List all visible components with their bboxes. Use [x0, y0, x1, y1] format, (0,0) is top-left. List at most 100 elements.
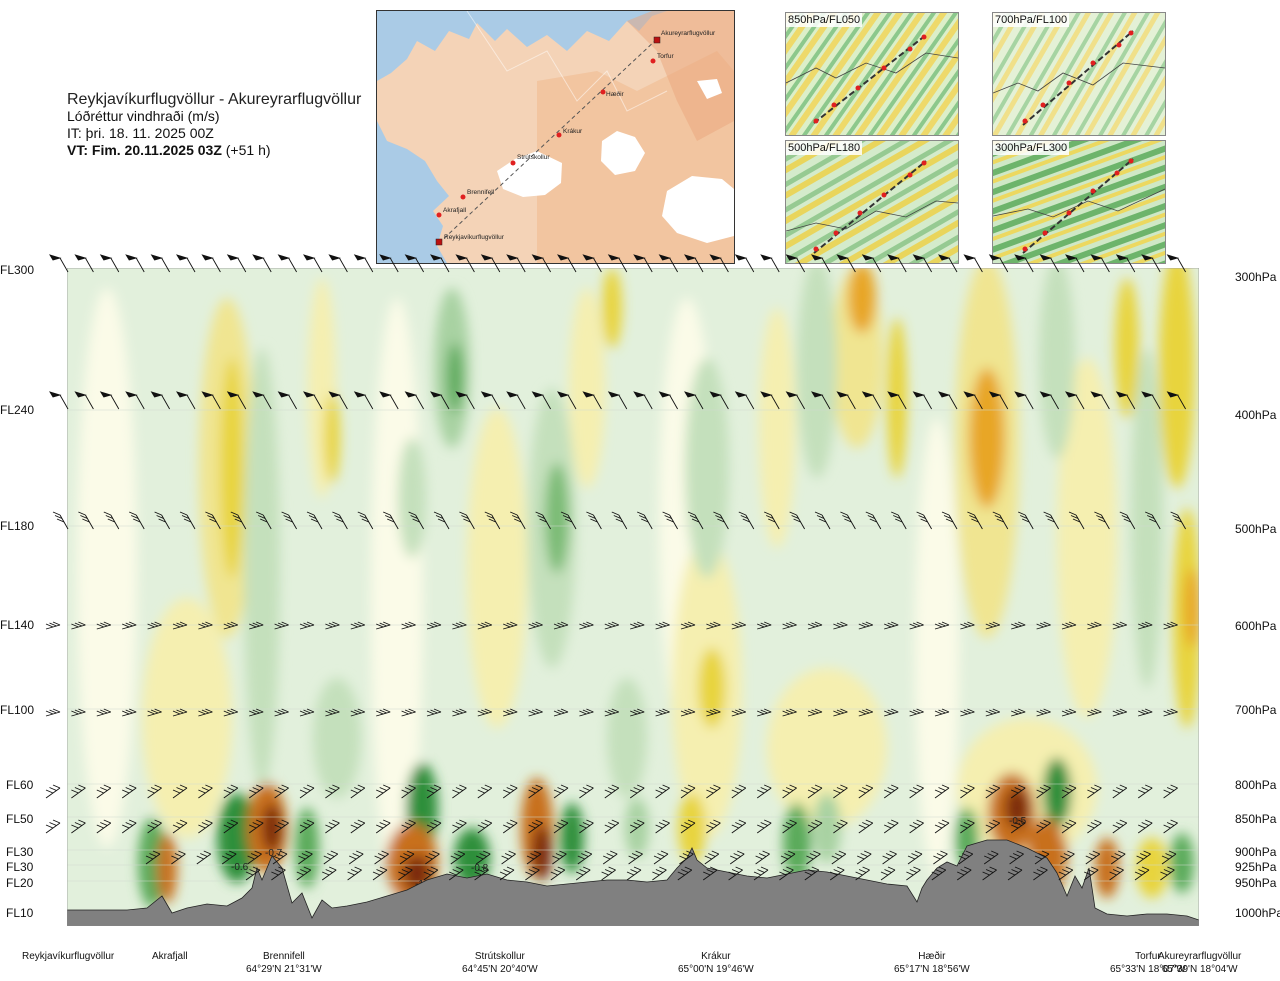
wind-barb-feather: [664, 515, 672, 519]
wind-barb-feather: [103, 819, 111, 824]
level-map-850[interactable]: 850hPa/FL050: [785, 12, 959, 136]
wind-barb-feather: [512, 515, 520, 519]
wind-barb-feather: [56, 518, 65, 523]
wind-barb-feather: [350, 623, 358, 628]
wind-barb-pennant: [404, 254, 418, 261]
wind-barb-feather: [456, 866, 464, 871]
wind-barb-feather: [844, 518, 852, 523]
wind-barb-feather: [150, 709, 159, 714]
wind-barb-feather: [201, 787, 210, 791]
wind-barb-feather: [960, 710, 968, 715]
level-map-300[interactable]: 300hPa/FL300: [992, 140, 1166, 264]
wind-barb-feather: [171, 855, 179, 860]
wind-barb-feather: [785, 709, 794, 714]
wind-barb-feather: [404, 787, 413, 791]
wind-barb-feather: [258, 515, 266, 519]
wind-barb-feather: [96, 623, 104, 628]
wind-barb-feather: [483, 850, 491, 855]
wind-barb-pennant: [1115, 391, 1129, 398]
wind-barb-feather: [484, 819, 492, 824]
wind-barb-feather: [992, 708, 1000, 713]
wind-barb-feather: [405, 866, 413, 871]
wind-barb-feather: [455, 622, 464, 627]
wind-barb-feather: [100, 822, 108, 826]
wind-barb-feather: [560, 511, 569, 516]
wind-barb-feather: [764, 819, 772, 824]
wind-barb-feather: [562, 515, 571, 519]
wind-barb-feather: [1170, 819, 1178, 824]
wind-barb-feather: [960, 623, 968, 628]
wind-barb-feather: [74, 709, 83, 714]
wind-barb-feather: [615, 518, 623, 523]
wind-barb-feather: [425, 855, 433, 860]
wind-barb-feather: [809, 853, 818, 857]
wind-barb-pennant: [607, 391, 621, 398]
wind-barb-feather: [357, 511, 365, 516]
wind-barb-feather: [205, 784, 213, 789]
wind-barb-feather: [172, 789, 181, 794]
wind-barb-feather: [125, 822, 133, 826]
wind-barb-feather: [274, 789, 282, 794]
wind-barb-feather: [1041, 850, 1050, 855]
wind-barb-feather: [713, 819, 721, 824]
wind-barb-feather: [506, 709, 514, 714]
wind-barb-feather: [1094, 819, 1102, 824]
fl-label: FL240: [0, 403, 35, 417]
wind-barb-feather: [383, 511, 391, 516]
wind-barb-feather: [687, 511, 696, 516]
wind-barb-feather: [608, 822, 616, 826]
wind-barb-feather: [230, 708, 238, 713]
wind-barb-feather: [45, 623, 54, 628]
level-map-label: 500hPa/FL180: [786, 141, 863, 155]
wind-barb-feather: [1065, 787, 1073, 791]
wind-barb: [770, 394, 780, 410]
wind-barb-feather: [630, 789, 638, 794]
wind-barb-feather: [703, 871, 711, 876]
wind-barb-feather: [150, 787, 159, 791]
wind-barb-feather: [52, 511, 61, 516]
wind-barb-feather: [376, 824, 384, 829]
wind-barb-feather: [764, 784, 772, 789]
wind-barb-feather: [209, 518, 217, 523]
wind-barb-feather: [557, 787, 565, 791]
wind-barb-feather: [637, 621, 645, 626]
wind-barb-feather: [1018, 621, 1026, 626]
wind-barb-feather: [936, 853, 945, 857]
wind-barb-feather: [713, 708, 721, 713]
wind-barb-feather: [1084, 871, 1092, 876]
wind-barb-feather: [299, 710, 308, 715]
wind-barb-feather: [709, 787, 718, 791]
wind-barb-feather: [385, 515, 393, 519]
wind-barb-feather: [450, 855, 458, 860]
wind-barb-feather: [662, 511, 670, 516]
wind-barb-feather: [504, 853, 513, 857]
level-map-500[interactable]: 500hPa/FL180: [785, 140, 959, 264]
wind-barb-feather: [860, 853, 868, 857]
wind-barb-pennant: [1039, 391, 1053, 398]
wind-barb-feather: [865, 784, 873, 789]
wind-barb-pennant: [734, 391, 748, 398]
wind-barb-feather: [604, 824, 612, 829]
wind-barb-feather: [508, 850, 516, 855]
wind-barb-feather: [230, 621, 238, 626]
wind-barb-feather: [1119, 819, 1127, 824]
wind-barb-feather: [836, 622, 845, 627]
wind-barb-feather: [277, 822, 286, 826]
waypoint-name: Torfur: [1135, 951, 1161, 962]
level-map-700[interactable]: 700hPa/FL100: [992, 12, 1166, 136]
wind-barb-pennant: [836, 254, 850, 261]
wind-barb-feather: [782, 869, 791, 873]
wind-barb-feather: [992, 819, 1000, 824]
wind-barb-feather: [608, 866, 616, 871]
wind-barb-feather: [477, 789, 485, 794]
wind-barb-feather: [784, 853, 792, 857]
wind-barb-feather: [506, 822, 514, 826]
wind-barb: [262, 257, 272, 273]
wind-barb-feather: [45, 710, 54, 715]
wind-barb-feather: [306, 621, 315, 626]
wind-barb-feather: [934, 623, 943, 628]
wind-barb-feather: [408, 708, 416, 713]
wind-barb-feather: [404, 822, 413, 826]
wind-barb-feather: [738, 784, 746, 789]
wind-barb-feather: [432, 850, 440, 855]
